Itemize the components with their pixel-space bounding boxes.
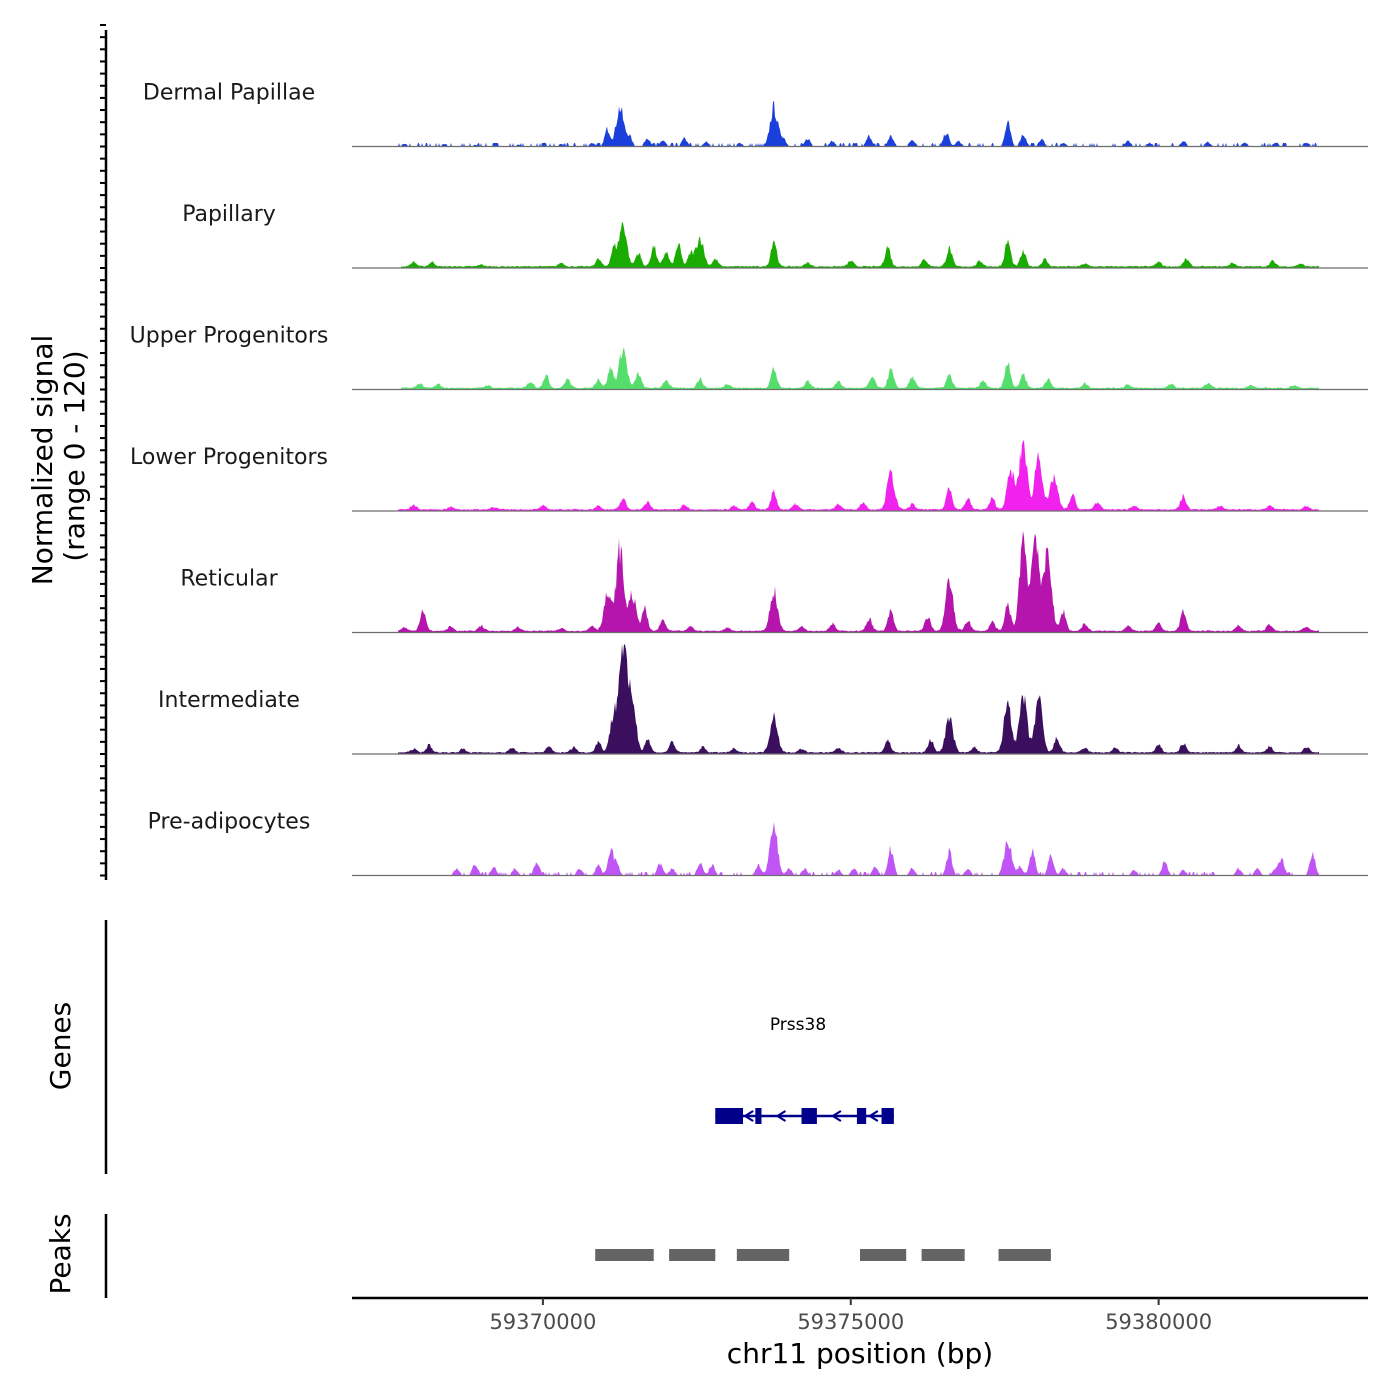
peaks-track <box>595 1249 1051 1261</box>
signal-area <box>451 821 1319 876</box>
track-dermal-papillae: Dermal Papillae <box>143 81 1368 148</box>
signal-area <box>398 530 1319 633</box>
strand-arrow <box>867 1110 879 1122</box>
x-axis-title: chr11 position (bp) <box>727 1337 993 1370</box>
signal-tracks: Dermal Papillae Papillary Upper Progenitor… <box>130 81 1368 877</box>
signal-area <box>398 440 1319 511</box>
strand-arrow <box>743 1110 754 1122</box>
signal-area <box>398 644 1319 754</box>
track-label: Dermal Papillae <box>143 81 315 106</box>
strand-arrow <box>830 1110 842 1122</box>
track-label: Papillary <box>182 202 276 227</box>
gene-exon <box>715 1108 744 1124</box>
y-axis-title: Normalized signal <box>26 335 59 586</box>
track-label: Pre-adipocytes <box>148 810 311 835</box>
gene-exon <box>801 1108 817 1124</box>
peaks-axis-title: Peaks <box>44 1213 77 1294</box>
track-label: Intermediate <box>158 688 300 713</box>
x-tick-label: 59380000 <box>1105 1310 1212 1334</box>
track-pre-adipocytes: Pre-adipocytes <box>148 810 1368 877</box>
peak-region <box>860 1249 907 1261</box>
genes-axis-title: Genes <box>44 1002 77 1090</box>
peak-region <box>736 1249 790 1261</box>
y-axis-range: (range 0 - 120) <box>58 350 91 561</box>
track-label: Reticular <box>180 567 278 592</box>
x-tick-label: 59370000 <box>489 1310 596 1334</box>
gene-label: Prss38 <box>770 1015 826 1035</box>
signal-area <box>401 347 1319 390</box>
peak-region <box>921 1249 965 1261</box>
gene-exon <box>881 1108 894 1124</box>
track-reticular: Reticular <box>180 530 1368 634</box>
track-label: Upper Progenitors <box>130 324 329 349</box>
signal-area <box>401 221 1319 268</box>
peak-region <box>595 1249 654 1261</box>
track-papillary: Papillary <box>182 202 1368 269</box>
gene-track: Prss38 <box>715 1015 894 1124</box>
peak-region <box>998 1249 1051 1261</box>
track-intermediate: Intermediate <box>158 644 1368 755</box>
track-upper-progenitors: Upper Progenitors <box>130 324 1368 391</box>
signal-area <box>398 100 1319 147</box>
peak-region <box>669 1249 716 1261</box>
signal-y-axis-ticks <box>100 24 106 877</box>
x-axis-ticks: 59370000 59375000 59380000 <box>489 1298 1212 1334</box>
track-label: Lower Progenitors <box>130 445 328 470</box>
track-lower-progenitors: Lower Progenitors <box>130 440 1368 512</box>
x-tick-label: 59375000 <box>797 1310 904 1334</box>
gene-exon <box>755 1108 762 1124</box>
gene-exon <box>856 1108 867 1124</box>
strand-arrow <box>775 1110 787 1122</box>
